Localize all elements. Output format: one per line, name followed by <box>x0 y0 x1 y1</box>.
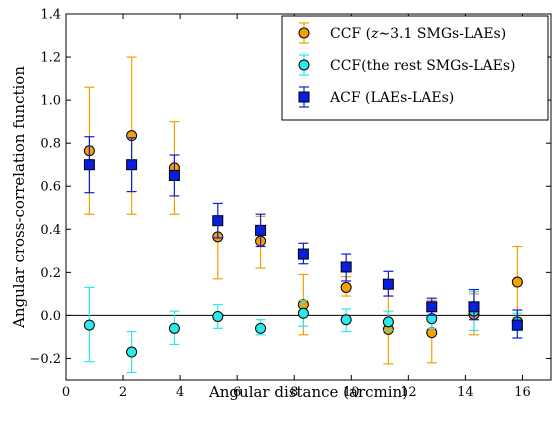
data-point <box>426 301 438 313</box>
y-tick-label: 0.2 <box>40 266 61 281</box>
x-tick-label: 16 <box>514 385 531 400</box>
tick-labels: 0 2 4 6 8 10 12 14 16 −0.2 0.0 0.2 0.4 0.6 0.8 1.0 1.2 1.… <box>29 8 530 401</box>
legend-entry-1: CCF (z∼3.1 SMGs-LAEs) <box>298 22 506 44</box>
legend-label: CCF(the rest SMGs-LAEs) <box>330 58 516 74</box>
y-tick-label: 1.4 <box>40 8 61 23</box>
x-tick-label: 12 <box>400 385 417 400</box>
x-tick-label: 0 <box>62 385 70 400</box>
y-tick-label: 1.0 <box>40 94 61 109</box>
legend-marker <box>298 59 310 71</box>
legend-marker <box>298 91 310 103</box>
legend-label: ACF (LAEs-LAEs) <box>329 90 454 106</box>
legend-label: CCF (z∼3.1 SMGs-LAEs) <box>330 26 506 42</box>
x-tick-label: 10 <box>343 385 360 400</box>
legend-entry-3: ACF (LAEs-LAEs) <box>298 86 454 108</box>
y-tick-label: 0.6 <box>40 180 61 195</box>
data-point <box>511 319 523 331</box>
data-point <box>382 278 394 290</box>
y-tick-label: 0.8 <box>40 137 61 152</box>
y-tick-label: −0.2 <box>29 352 61 367</box>
data-point <box>83 319 95 331</box>
x-tick-label: 14 <box>457 385 474 400</box>
series-2 <box>83 286 523 374</box>
x-tick-label: 6 <box>233 385 241 400</box>
y-axis-label: Angular cross-correlation function <box>10 66 28 329</box>
data-point <box>126 346 138 358</box>
data-point <box>168 322 180 334</box>
data-point <box>83 159 95 171</box>
data-point <box>212 310 224 322</box>
data-point <box>382 316 394 328</box>
data-point <box>340 314 352 326</box>
data-point <box>168 169 180 181</box>
plot-frame <box>65 13 552 381</box>
y-tick-label: 1.2 <box>40 51 61 66</box>
data-series <box>83 56 523 374</box>
data-point <box>255 322 267 334</box>
x-tick-label: 2 <box>119 385 127 400</box>
data-point <box>511 276 523 288</box>
legend: CCF (z∼3.1 SMGs-LAEs) CCF(the rest SMGs-L… <box>281 15 549 121</box>
data-point <box>255 224 267 236</box>
legend-box <box>281 15 549 121</box>
y-tick-label: 0.0 <box>40 309 61 324</box>
data-point <box>126 159 138 171</box>
data-point <box>297 248 309 260</box>
data-point <box>340 261 352 273</box>
data-point <box>340 281 352 293</box>
data-point <box>426 327 438 339</box>
x-tick-label: 8 <box>290 385 298 400</box>
x-tick-label: 4 <box>176 385 184 400</box>
legend-entry-2: CCF(the rest SMGs-LAEs) <box>298 54 516 76</box>
series-3 <box>83 136 523 339</box>
legend-marker <box>298 27 310 39</box>
data-point <box>468 301 480 313</box>
y-tick-label: 0.4 <box>40 223 61 238</box>
data-point <box>212 215 224 227</box>
x-axis-label: Angular distance (arcmin) <box>208 383 408 401</box>
data-point <box>297 307 309 319</box>
